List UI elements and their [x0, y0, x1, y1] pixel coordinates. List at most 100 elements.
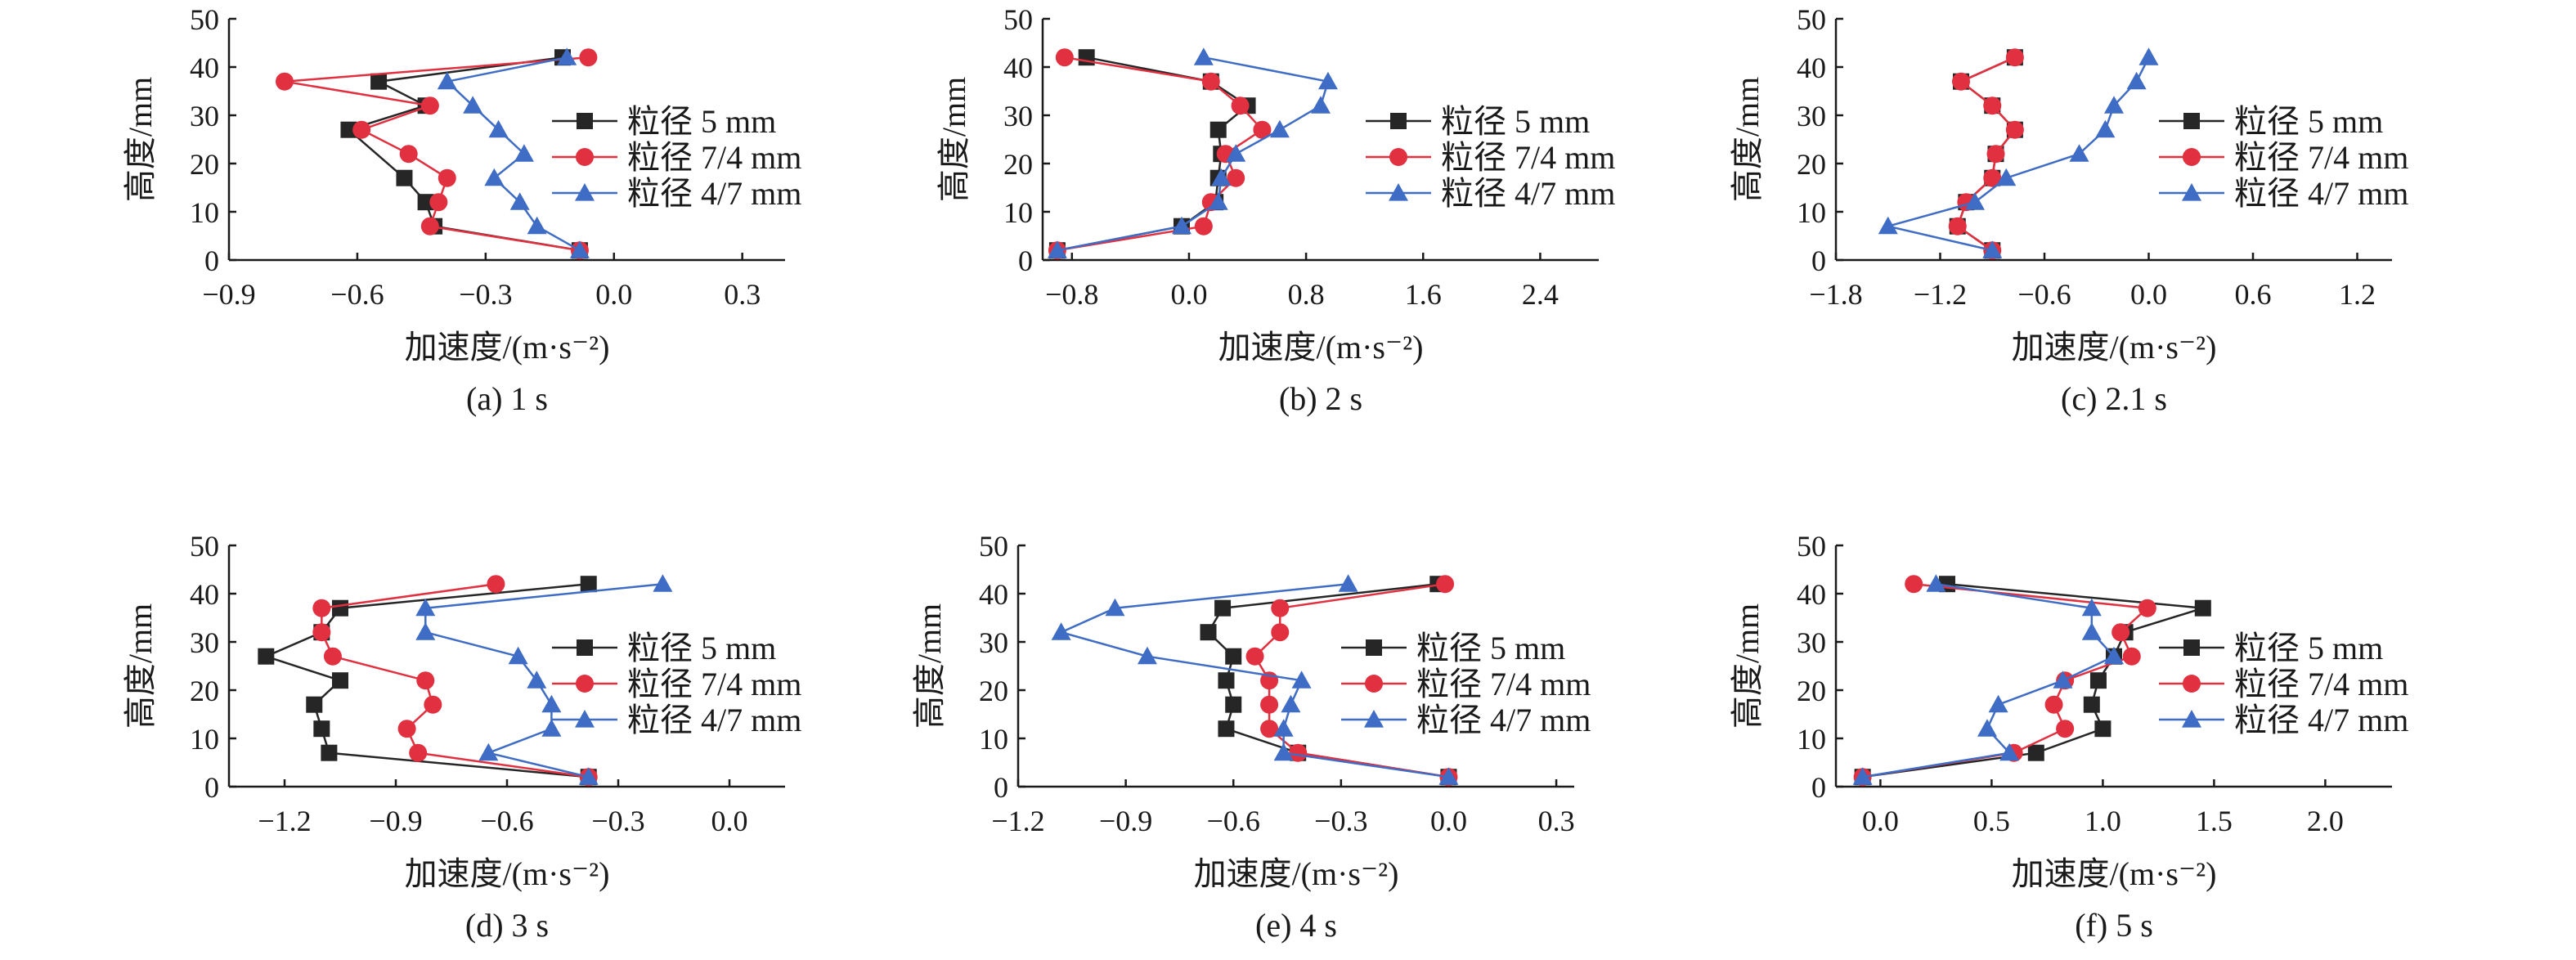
data-point [1926, 574, 1946, 592]
data-point [541, 719, 562, 737]
data-point [370, 73, 388, 90]
data-point [2194, 599, 2211, 617]
x-tick-label: −0.3 [459, 278, 512, 311]
data-point [399, 145, 418, 164]
y-tick-label: 30 [190, 100, 219, 132]
data-point [1194, 217, 1213, 236]
legend-label: 粒径 5 mm [627, 103, 776, 140]
data-point [2126, 71, 2147, 90]
series-line [445, 56, 581, 252]
y-tick-label: 10 [1797, 196, 1826, 229]
data-point [415, 598, 436, 617]
data-point [420, 217, 439, 236]
y-tick-label: 0 [204, 244, 219, 277]
series-2 [1852, 574, 2124, 785]
series-1 [276, 48, 598, 260]
y-tick-label: 10 [1797, 723, 1826, 756]
data-point [1193, 47, 1214, 65]
data-point [409, 743, 428, 762]
data-point [1999, 742, 2020, 761]
panel-caption: (a) 1 s [466, 380, 548, 417]
data-point [578, 767, 599, 785]
data-point [429, 193, 448, 212]
data-point [2005, 48, 2024, 67]
panel-caption: (e) 4 s [1255, 907, 1337, 944]
y-tick-label: 20 [190, 148, 219, 181]
data-point [508, 646, 528, 665]
legend-label: 粒径 7/4 mm [2234, 666, 2408, 702]
legend-label: 粒径 5 mm [1416, 630, 1565, 666]
data-point [1988, 694, 2008, 713]
y-tick-label: 20 [190, 675, 219, 707]
data-point [1271, 623, 1290, 642]
data-point [312, 623, 331, 642]
y-tick-label: 40 [1797, 578, 1826, 611]
data-point [2056, 720, 2075, 738]
data-point [1172, 216, 1192, 235]
data-point [653, 574, 673, 592]
data-point [1338, 574, 1358, 592]
legend-marker [1389, 183, 1408, 201]
data-point [1201, 72, 1220, 91]
x-tick-label: −0.8 [1045, 278, 1098, 311]
legend-marker [575, 710, 595, 728]
y-axis-label: 高度/mm [911, 603, 948, 729]
data-point [1996, 168, 2017, 186]
data-point [514, 144, 534, 162]
data-point [321, 744, 338, 761]
series-2 [1047, 47, 1338, 258]
y-axis-label: 高度/mm [1729, 603, 1766, 729]
legend-marker [577, 113, 593, 129]
y-tick-label: 50 [1797, 530, 1826, 563]
series-2 [437, 47, 590, 258]
y-tick-label: 0 [1811, 244, 1826, 277]
panel-2: 0 10 20 30 40 50 −1.8 −1.2 −0.6 0.0 0.6 1.2 高度/mm 加速度… [1729, 3, 2408, 417]
data-point [397, 720, 416, 738]
data-point [416, 671, 435, 690]
panel-caption: (d) 3 s [465, 907, 549, 944]
y-tick-label: 10 [190, 196, 219, 229]
data-point [1218, 672, 1235, 689]
x-tick-label: 1.0 [2085, 805, 2121, 837]
x-tick-label: 1.6 [1405, 278, 1442, 311]
x-tick-label: 0.0 [711, 805, 748, 837]
x-tick-label: 0.0 [1170, 278, 1207, 311]
data-point [323, 647, 342, 666]
x-tick-label: −0.9 [1099, 805, 1152, 837]
legend-marker [2183, 113, 2200, 129]
data-point [484, 168, 505, 186]
data-point [2138, 599, 2156, 617]
y-tick-label: 20 [1797, 148, 1826, 181]
data-point [580, 576, 597, 593]
series-line [1862, 582, 2116, 778]
x-tick-label: −0.9 [369, 805, 422, 837]
panel-caption: (c) 2.1 s [2061, 380, 2167, 417]
data-point [2094, 720, 2112, 738]
y-tick-label: 20 [1797, 675, 1826, 707]
data-point [2081, 598, 2102, 617]
data-point [557, 47, 577, 65]
y-tick-label: 0 [204, 771, 219, 804]
data-point [478, 742, 499, 761]
x-tick-label: −1.2 [1914, 278, 1967, 311]
data-point [527, 216, 547, 235]
legend-marker [577, 639, 593, 656]
data-point [1852, 767, 1873, 785]
legend-label: 粒径 4/7 mm [2234, 175, 2408, 212]
y-tick-label: 30 [979, 626, 1008, 659]
data-point [332, 672, 348, 689]
data-point [1105, 598, 1125, 617]
legend-marker [2183, 639, 2200, 656]
x-axis-label: 加速度/(m·s⁻²) [1218, 329, 1424, 366]
x-tick-label: −0.6 [330, 278, 384, 311]
data-point [2005, 120, 2024, 139]
y-tick-label: 30 [1003, 100, 1033, 132]
x-tick-label: −1.2 [991, 805, 1044, 837]
x-tick-label: −1.2 [258, 805, 311, 837]
y-tick-label: 50 [190, 3, 219, 36]
y-tick-label: 0 [994, 771, 1008, 804]
legend-marker [2183, 148, 2201, 166]
data-point [1260, 695, 1279, 714]
panel-caption: (f) 5 s [2075, 907, 2153, 944]
legend-label: 粒径 7/4 mm [2234, 139, 2408, 176]
